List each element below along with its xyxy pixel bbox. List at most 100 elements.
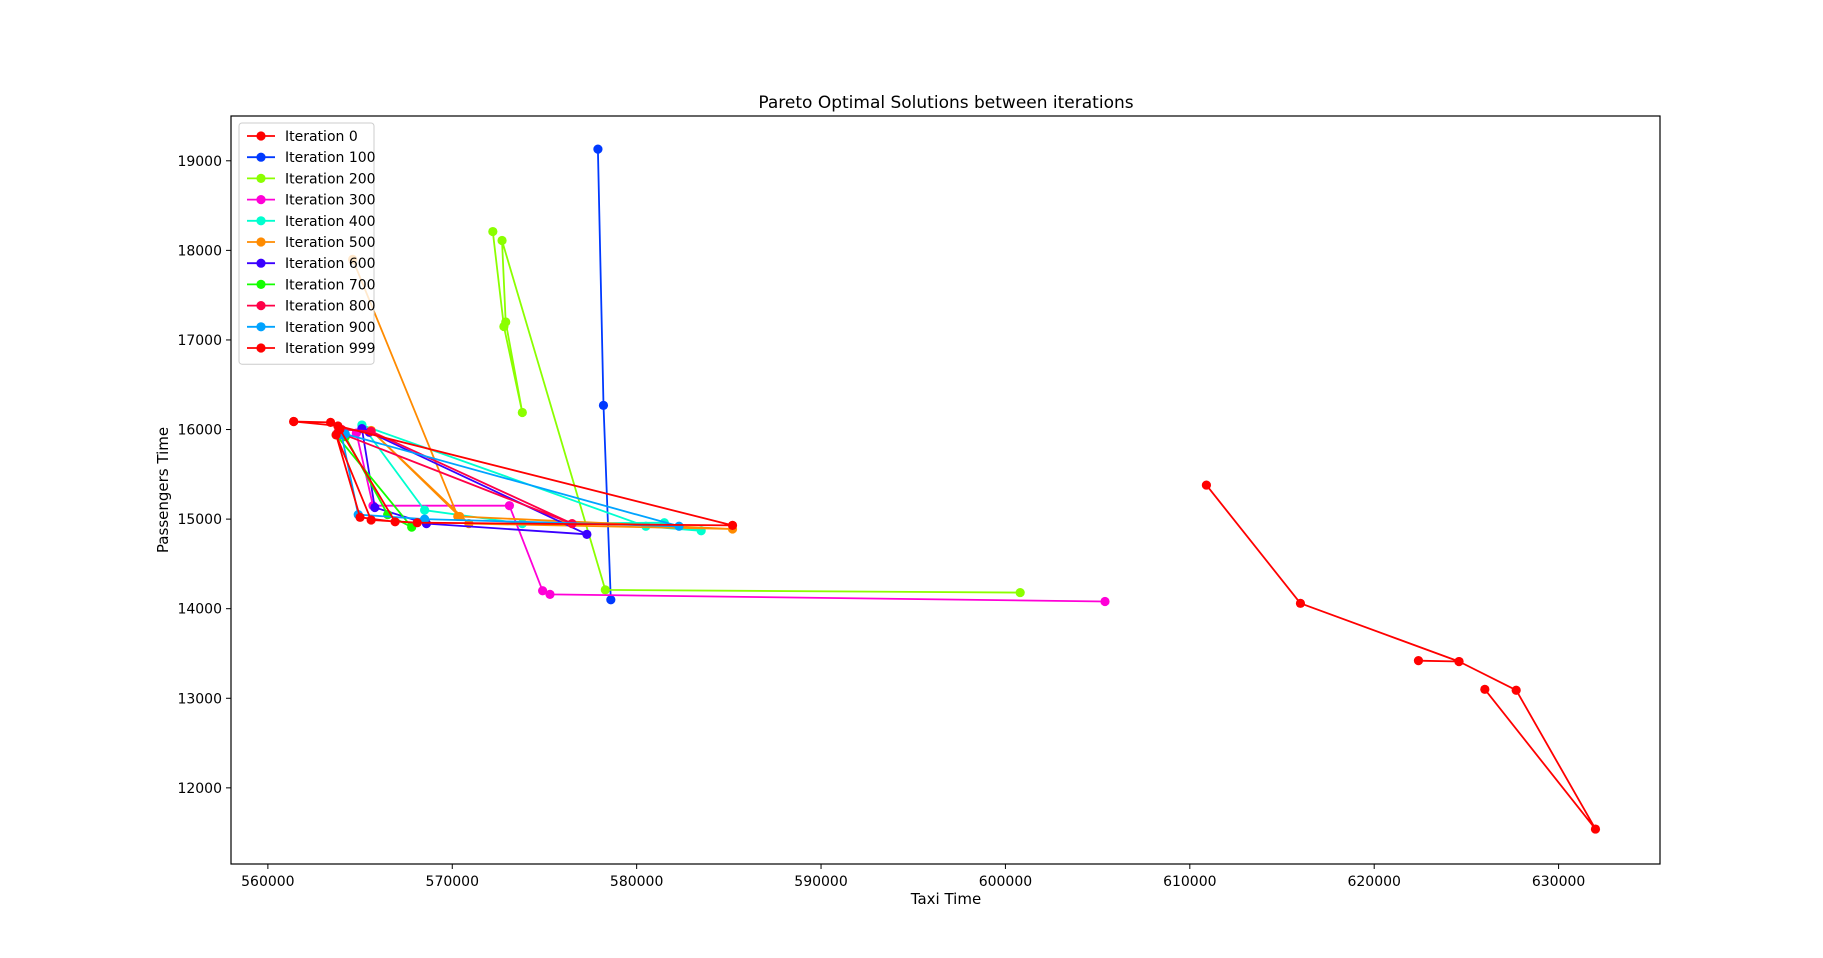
- plot-frame: [230, 115, 1661, 865]
- legend-marker: [256, 216, 266, 226]
- data-point: [1413, 656, 1424, 666]
- data-point: [420, 505, 430, 515]
- data-point: [504, 501, 515, 511]
- legend-marker: [256, 301, 266, 311]
- legend-label: Iteration 200: [285, 171, 376, 187]
- legend-marker: [256, 195, 266, 205]
- legend-entry: Iteration 900: [247, 320, 376, 336]
- data-point: [488, 226, 498, 237]
- legend-label: Iteration 300: [285, 193, 376, 209]
- data-point: [1100, 596, 1110, 607]
- x-tick-label: 570000: [426, 874, 479, 890]
- x-tick-label: 560000: [241, 874, 294, 890]
- data-point: [727, 520, 738, 530]
- data-point: [390, 517, 400, 527]
- data-point: [497, 235, 507, 246]
- data-point: [355, 512, 365, 522]
- legend-marker: [256, 131, 266, 141]
- data-point: [582, 529, 592, 539]
- legend-marker: [256, 152, 266, 162]
- data-point: [289, 416, 299, 427]
- data-point: [674, 521, 684, 531]
- chart-title: Pareto Optimal Solutions between iterati…: [758, 93, 1133, 113]
- y-axis: 12000 13000 14000 15000 16000 17000 18000 19000: [177, 154, 231, 797]
- series-10: [289, 416, 738, 530]
- data-point: [545, 589, 555, 599]
- data-point: [501, 317, 511, 327]
- y-tick-label: 14000: [177, 602, 222, 618]
- legend-marker: [256, 173, 266, 183]
- data-point: [517, 407, 527, 418]
- legend-entry: Iteration 700: [247, 277, 376, 293]
- x-tick-label: 630000: [1532, 874, 1585, 890]
- data-point: [1201, 480, 1212, 490]
- legend-entry: Iteration 100: [247, 150, 376, 166]
- y-tick-label: 15000: [177, 512, 222, 528]
- data-point: [538, 586, 548, 596]
- legend-label: Iteration 700: [285, 277, 376, 293]
- legend: Iteration 0 Iteration 100 Iteration 200 Ite…: [238, 122, 376, 365]
- data-point: [1454, 656, 1464, 667]
- x-tick-label: 580000: [610, 874, 663, 890]
- data-point: [606, 595, 616, 605]
- x-tick-label: 610000: [1163, 874, 1216, 890]
- y-tick-label: 12000: [177, 781, 222, 797]
- legend-marker: [256, 279, 266, 289]
- y-tick-label: 17000: [177, 333, 222, 349]
- y-tick-label: 18000: [177, 243, 222, 259]
- data-point: [331, 430, 341, 440]
- y-axis-label: Passengers Time: [154, 427, 172, 553]
- legend-entry: Iteration 300: [247, 193, 376, 209]
- legend-label: Iteration 0: [285, 129, 358, 145]
- y-tick-label: 19000: [177, 154, 222, 170]
- legend-marker: [256, 322, 266, 332]
- series-line: [355, 432, 1106, 603]
- data-point: [420, 514, 430, 524]
- data-point: [600, 585, 610, 595]
- x-tick-label: 600000: [979, 874, 1032, 890]
- data-point: [598, 400, 609, 410]
- legend-label: Iteration 100: [285, 150, 376, 166]
- data-point: [412, 518, 422, 528]
- x-axis-label: Taxi Time: [910, 890, 981, 908]
- data-point: [325, 417, 336, 427]
- legend-entry: Iteration 999: [247, 341, 376, 357]
- legend-entry: Iteration 600: [247, 256, 376, 272]
- x-tick-label: 590000: [794, 874, 847, 890]
- legend-label: Iteration 900: [285, 320, 376, 336]
- y-tick-label: 13000: [177, 691, 222, 707]
- data-point: [1590, 824, 1601, 834]
- data-point: [593, 144, 603, 154]
- x-tick-label: 620000: [1347, 874, 1400, 890]
- legend-marker: [256, 343, 266, 353]
- x-axis: 560000 570000 580000 590000 600000 610000 6200…: [241, 864, 1585, 890]
- legend-label: Iteration 800: [285, 299, 376, 315]
- legend-marker: [256, 258, 266, 268]
- legend-label: Iteration 999: [285, 341, 376, 357]
- data-point: [455, 511, 465, 522]
- data-point: [1480, 684, 1490, 694]
- legend-entry: Iteration 0: [247, 129, 358, 145]
- plot-area: [289, 144, 1601, 834]
- legend-entry: Iteration 800: [247, 299, 376, 315]
- series-0: [1201, 480, 1601, 834]
- series-line: [1205, 484, 1597, 830]
- legend-marker: [256, 237, 266, 247]
- data-point: [1511, 685, 1521, 695]
- legend-label: Iteration 400: [285, 214, 376, 230]
- data-point: [366, 515, 376, 525]
- data-point: [370, 502, 380, 513]
- legend-entry: Iteration 500: [247, 235, 376, 251]
- legend-entry: Iteration 400: [247, 214, 376, 230]
- legend-label: Iteration 600: [285, 256, 376, 272]
- data-point: [333, 421, 343, 431]
- legend-frame: [238, 122, 375, 365]
- legend-label: Iteration 500: [285, 235, 376, 251]
- data-point: [1295, 598, 1306, 608]
- legend-entry: Iteration 200: [247, 171, 376, 187]
- series-1: [593, 144, 616, 605]
- data-point: [1015, 587, 1025, 598]
- y-tick-label: 16000: [177, 423, 222, 439]
- series-2: [488, 226, 1025, 598]
